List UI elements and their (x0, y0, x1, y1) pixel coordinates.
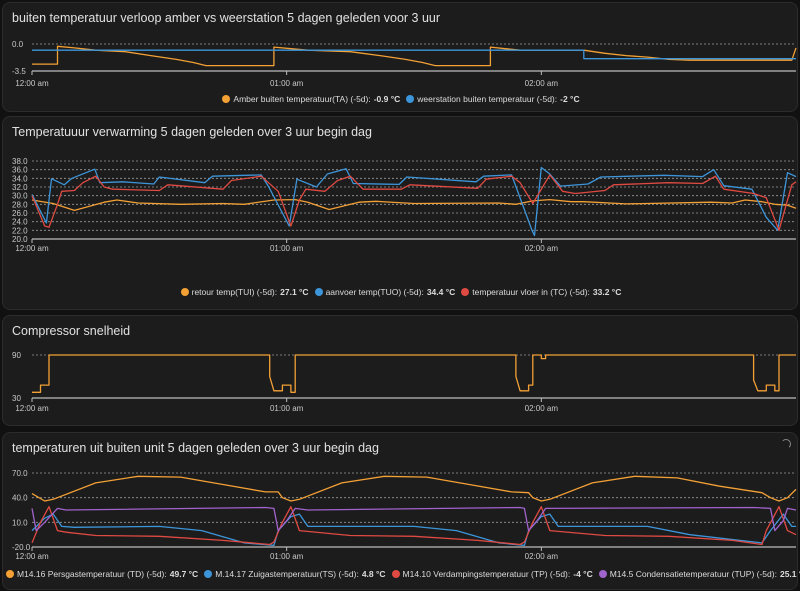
legend-dot-icon (6, 570, 14, 578)
legend-item[interactable]: M.14.17 Zuigastemperatuur(TS) (-5d): 4.8 … (204, 569, 386, 579)
y-tick-label: 32.0 (12, 183, 28, 192)
series-line-red (31, 506, 797, 546)
x-tick-label: 02:00 am (525, 79, 559, 88)
series-line-blue (32, 49, 796, 60)
series-line-purple (31, 506, 797, 532)
y-tick-label: 10.0 (12, 518, 28, 527)
y-tick-label: -3.5 (12, 67, 26, 76)
legend-item[interactable]: M14.5 Condensatietemperatuur (TUP) (-5d)… (598, 569, 800, 579)
y-tick-label: 90 (12, 351, 21, 360)
legend-label: M.14.17 Zuigastemperatuur(TS) (-5d): (215, 569, 359, 579)
legend-item[interactable]: M14.10 Verdampingstemperatuur (TP) (-5d)… (391, 569, 593, 579)
legend-dot-icon (180, 288, 189, 296)
legend-value: 4.8 °C (361, 569, 386, 579)
series-line-orange (31, 475, 797, 502)
y-tick-label: 36.0 (12, 166, 28, 175)
legend-item[interactable]: retour temp(TUI) (-5d): 27.1 °C (180, 287, 309, 297)
y-tick-label: 22.0 (12, 226, 28, 235)
legend-item[interactable]: weerstation buiten temperatuur (-5d): -2 … (406, 94, 580, 104)
legend-value: -0.9 °C (373, 94, 401, 104)
legend-label: weerstation buiten temperatuur (-5d): (417, 94, 558, 104)
x-tick-label: 12:00 am (15, 79, 49, 88)
chart-legend: M14.16 Persgastemperatuur (TD) (-5d): 49.… (3, 569, 800, 580)
legend-dot-icon (461, 288, 470, 296)
legend-dot-icon (406, 95, 415, 103)
card-title: buiten temperatuur verloop amber vs weer… (12, 11, 441, 25)
legend-value: 34.4 °C (426, 287, 456, 297)
legend-label: temperatuur vloer in (TC) (-5d): (472, 287, 590, 297)
legend-item[interactable]: Amber buiten temperatuur(TA) (-5d): -0.9 … (222, 94, 400, 104)
legend-value: 25.1 °C (779, 569, 800, 579)
legend-value: -4 °C (573, 569, 593, 579)
legend-item[interactable]: aanvoer temp(TUO) (-5d): 34.4 °C (314, 287, 456, 297)
y-tick-label: 0.0 (12, 40, 24, 49)
card-title: Temperatuuur verwarming 5 dagen geleden … (12, 125, 372, 139)
chart-heating-temperature[interactable]: 38.036.034.032.030.028.026.024.022.020.0… (3, 117, 799, 311)
x-tick-label: 12:00 am (15, 404, 49, 413)
legend-item[interactable]: M14.16 Persgastemperatuur (TD) (-5d): 49.… (6, 569, 198, 579)
y-tick-label: 28.0 (12, 200, 28, 209)
x-tick-label: 12:00 am (15, 552, 49, 561)
chart-outdoor-unit-temperatures[interactable]: 70.0 40.0 10.0 -20.012:00 am 01:00 am 02:00 a… (3, 433, 799, 591)
x-tick-label: 02:00 am (525, 552, 559, 561)
series-line-blue (31, 513, 796, 547)
chart-legend: Amber buiten temperatuur(TA) (-5d): -0.9 … (3, 94, 799, 105)
spinner-icon (781, 439, 791, 449)
card-outdoor-unit-temperatures: temperaturen uit buiten unit 5 dagen gel… (2, 432, 800, 591)
legend-value: -2 °C (560, 94, 580, 104)
chart-outdoor-temperature[interactable]: 0.0 -3.5 12:00 am 01:00 am 02:00 am (3, 3, 799, 113)
y-tick-label: 24.0 (12, 218, 28, 227)
y-tick-label: 38.0 (12, 157, 28, 166)
card-title: temperaturen uit buiten unit 5 dagen gel… (12, 441, 379, 455)
series-line-red (31, 174, 797, 231)
y-tick-label: 26.0 (12, 209, 28, 218)
card-compressor-speed: Compressor snelheid 90 30 12:00 am 01:00 am… (2, 315, 798, 426)
series-line-orange (31, 198, 797, 212)
y-tick-label: 40.0 (12, 494, 28, 503)
legend-label: aanvoer temp(TUO) (-5d): (325, 287, 424, 297)
legend-dot-icon (204, 570, 213, 578)
x-tick-label: 01:00 am (270, 244, 304, 253)
legend-dot-icon (314, 288, 323, 296)
card-heating-temperature: Temperatuuur verwarming 5 dagen geleden … (2, 116, 798, 310)
x-tick-label: 12:00 am (15, 244, 49, 253)
legend-label: M14.10 Verdampingstemperatuur (TP) (-5d)… (402, 569, 571, 579)
y-tick-label: 34.0 (12, 174, 28, 183)
legend-label: retour temp(TUI) (-5d): (191, 287, 278, 297)
card-outdoor-temperature: buiten temperatuur verloop amber vs weer… (2, 2, 798, 112)
legend-item[interactable]: temperatuur vloer in (TC) (-5d): 33.2 °C (461, 287, 621, 297)
y-tick-label: 70.0 (12, 469, 28, 478)
legend-label: Amber buiten temperatuur(TA) (-5d): (233, 94, 371, 104)
y-tick-label: 30 (12, 394, 21, 403)
legend-dot-icon (222, 95, 231, 103)
legend-value: 27.1 °C (280, 287, 309, 297)
y-tick-label: -20.0 (12, 543, 31, 552)
x-tick-label: 01:00 am (270, 404, 304, 413)
legend-dot-icon (598, 570, 607, 578)
legend-value: 49.7 °C (169, 569, 199, 579)
legend-value: 33.2 °C (592, 287, 622, 297)
y-tick-label: 20.0 (12, 235, 28, 244)
x-tick-label: 02:00 am (525, 244, 559, 253)
x-tick-label: 01:00 am (270, 552, 304, 561)
x-tick-label: 02:00 am (525, 404, 559, 413)
chart-legend: retour temp(TUI) (-5d): 27.1 °C aanvoer te… (3, 287, 799, 298)
series-line-blue (31, 166, 797, 237)
card-title: Compressor snelheid (12, 324, 131, 338)
x-tick-label: 01:00 am (270, 79, 304, 88)
series-line-orange (32, 45, 797, 67)
y-tick-label: 30.0 (12, 192, 28, 201)
legend-dot-icon (391, 570, 400, 578)
legend-label: M14.16 Persgastemperatuur (TD) (-5d): (17, 569, 167, 579)
series-line-orange (32, 354, 796, 393)
legend-label: M14.5 Condensatietemperatuur (TUP) (-5d)… (609, 569, 777, 579)
